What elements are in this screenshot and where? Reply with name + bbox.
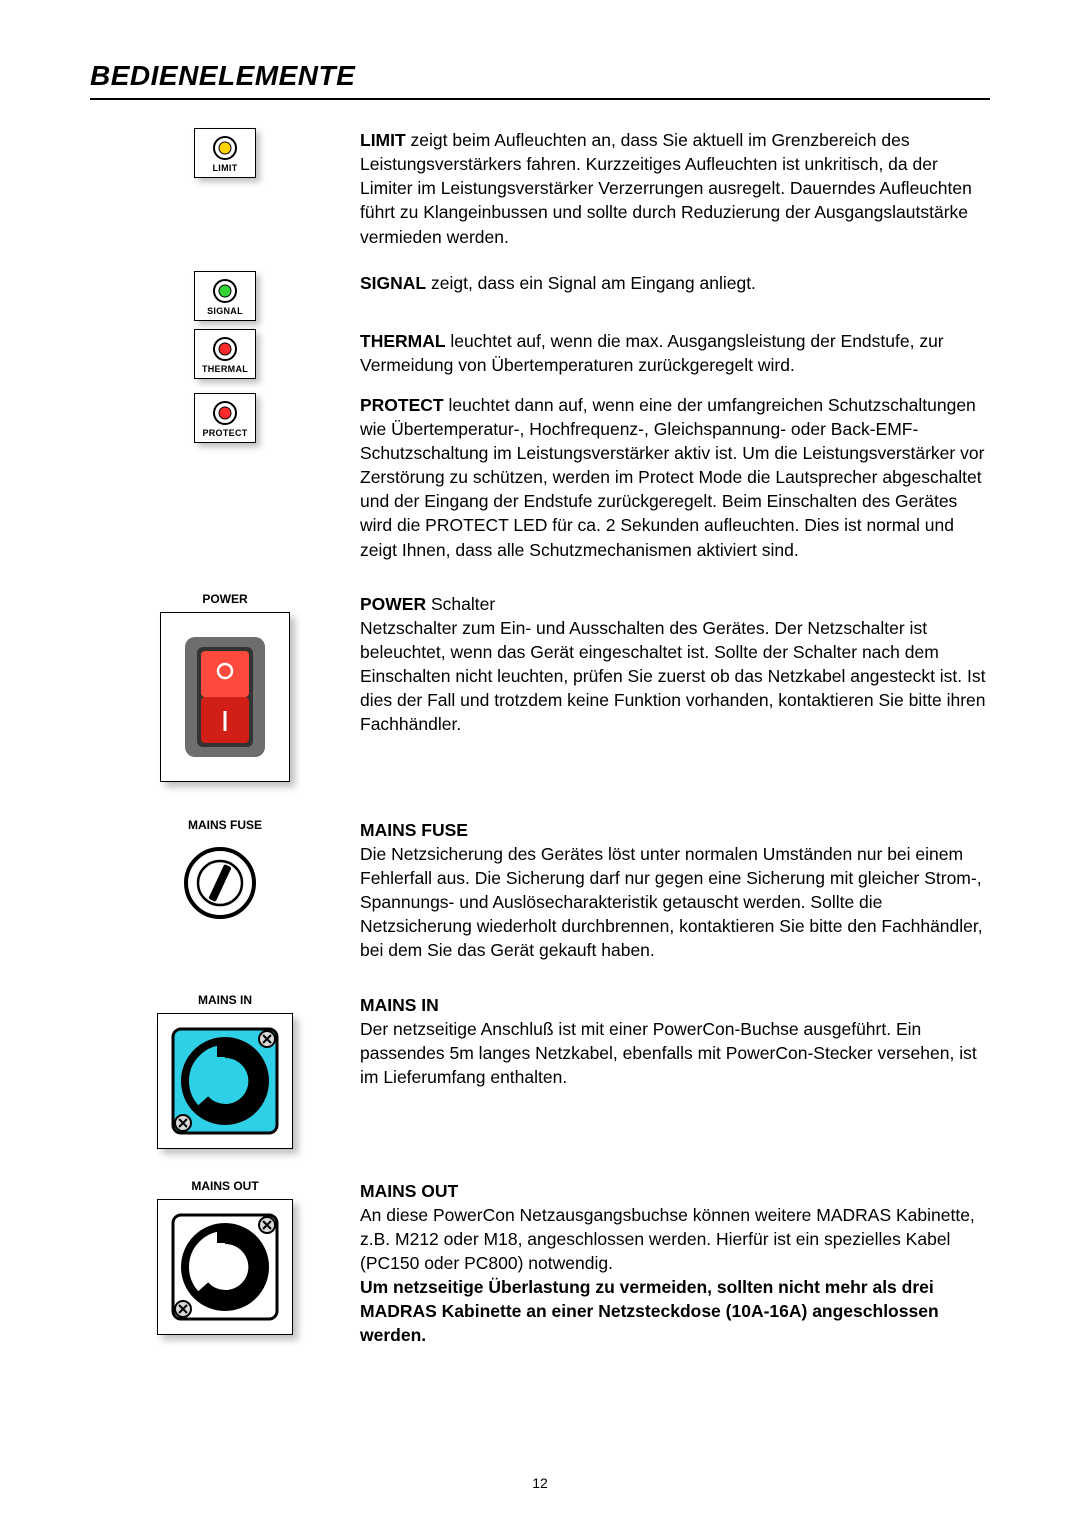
mains-in-icon bbox=[165, 1021, 285, 1141]
mainsout-body1: An diese PowerCon Netzausgangsbuchse kön… bbox=[360, 1203, 990, 1275]
power-body: Netzschalter zum Ein- und Ausschalten de… bbox=[360, 616, 990, 737]
section-protect: PROTECT PROTECT leuchtet dann auf, wenn … bbox=[90, 393, 990, 562]
power-switch-icon bbox=[175, 627, 275, 767]
protect-led-label: PROTECT bbox=[202, 428, 247, 438]
limit-body: zeigt beim Aufleuchten an, dass Sie aktu… bbox=[360, 130, 972, 247]
power-tail: Schalter bbox=[426, 594, 495, 614]
limit-led-label: LIMIT bbox=[213, 163, 238, 173]
fuse-head: MAINS FUSE bbox=[360, 818, 990, 842]
signal-text: SIGNAL zeigt, dass ein Signal am Eingang… bbox=[360, 271, 990, 295]
protect-led-icon bbox=[212, 400, 238, 426]
thermal-led-icon bbox=[212, 336, 238, 362]
fuse-label: MAINS FUSE bbox=[188, 818, 262, 832]
power-head: POWER bbox=[360, 594, 426, 614]
power-switch-box bbox=[160, 612, 290, 782]
thermal-text: THERMAL leuchtet auf, wenn die max. Ausg… bbox=[360, 329, 990, 377]
fuse-wrap: MAINS FUSE bbox=[175, 818, 275, 938]
page-title: BEDIENELEMENTE bbox=[90, 60, 990, 100]
section-mains-out: MAINS OUT MAINS OUT An dies bbox=[90, 1179, 990, 1348]
limit-led-icon bbox=[212, 135, 238, 161]
signal-led-icon bbox=[212, 278, 238, 304]
mains-in-box bbox=[157, 1013, 293, 1149]
manual-page: BEDIENELEMENTE LIMIT LIMIT zeigt beim Au… bbox=[0, 0, 1080, 1527]
protect-led-box: PROTECT bbox=[194, 393, 256, 443]
mains-in-wrap: MAINS IN bbox=[157, 993, 293, 1149]
signal-led-label: SIGNAL bbox=[207, 306, 243, 316]
protect-text: PROTECT leuchtet dann auf, wenn eine der… bbox=[360, 393, 990, 562]
mains-out-icon bbox=[165, 1207, 285, 1327]
power-text: POWER Schalter Netzschalter zum Ein- und… bbox=[360, 592, 990, 737]
section-thermal: THERMAL THERMAL leuchtet auf, wenn die m… bbox=[90, 329, 990, 379]
section-fuse: MAINS FUSE MAINS FUSE Die Netzsicherung … bbox=[90, 818, 990, 963]
thermal-led-box: THERMAL bbox=[194, 329, 256, 379]
section-signal: SIGNAL SIGNAL zeigt, dass ein Signal am … bbox=[90, 271, 990, 321]
fuse-text: MAINS FUSE Die Netzsicherung des Gerätes… bbox=[360, 818, 990, 963]
signal-led-box: SIGNAL bbox=[194, 271, 256, 321]
mains-out-box bbox=[157, 1199, 293, 1335]
mains-out-label: MAINS OUT bbox=[191, 1179, 258, 1193]
page-number: 12 bbox=[0, 1475, 1080, 1491]
limit-led-box: LIMIT bbox=[194, 128, 256, 178]
section-power: POWER POWER Schalter Netzschalter zum Ei… bbox=[90, 592, 990, 782]
thermal-body: leuchtet auf, wenn die max. Ausgangsleis… bbox=[360, 331, 944, 375]
mains-in-label: MAINS IN bbox=[198, 993, 252, 1007]
section-limit: LIMIT LIMIT zeigt beim Aufleuchten an, d… bbox=[90, 128, 990, 249]
limit-text: LIMIT zeigt beim Aufleuchten an, dass Si… bbox=[360, 128, 990, 249]
thermal-head: THERMAL bbox=[360, 331, 446, 351]
mainsin-body: Der netzseitige Anschluß ist mit einer P… bbox=[360, 1017, 990, 1089]
power-switch-wrap: POWER bbox=[160, 592, 290, 782]
fuse-icon bbox=[175, 838, 275, 938]
mains-in-text: MAINS IN Der netzseitige Anschluß ist mi… bbox=[360, 993, 990, 1090]
protect-body: leuchtet dann auf, wenn eine der umfangr… bbox=[360, 395, 984, 560]
section-mains-in: MAINS IN MAINS IN Der netzs bbox=[90, 993, 990, 1149]
mainsin-head: MAINS IN bbox=[360, 993, 990, 1017]
signal-head: SIGNAL bbox=[360, 273, 426, 293]
mainsout-body2: Um netzseitige Überlastung zu vermeiden,… bbox=[360, 1275, 990, 1347]
limit-head: LIMIT bbox=[360, 130, 406, 150]
mains-out-text: MAINS OUT An diese PowerCon Netzausgangs… bbox=[360, 1179, 990, 1348]
signal-body: zeigt, dass ein Signal am Eingang anlieg… bbox=[426, 273, 756, 293]
thermal-led-label: THERMAL bbox=[202, 364, 248, 374]
fuse-body: Die Netzsicherung des Gerätes löst unter… bbox=[360, 842, 990, 963]
power-label: POWER bbox=[202, 592, 247, 606]
mainsout-head: MAINS OUT bbox=[360, 1179, 990, 1203]
protect-head: PROTECT bbox=[360, 395, 444, 415]
mains-out-wrap: MAINS OUT bbox=[157, 1179, 293, 1335]
